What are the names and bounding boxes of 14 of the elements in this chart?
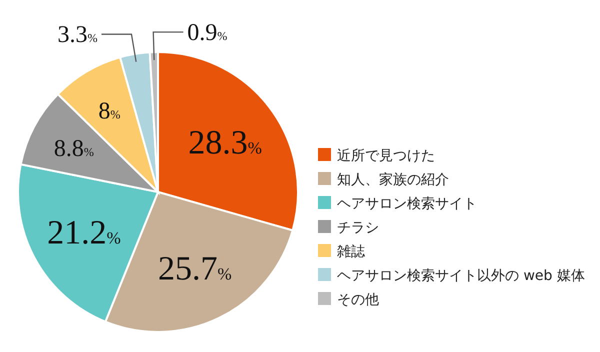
legend-label: ヘアサロン検索サイト <box>337 196 477 212</box>
legend-label: チラシ <box>337 220 379 236</box>
data-label: 3.3% <box>57 22 98 48</box>
data-label: 21.2% <box>47 214 121 252</box>
legend-label: その他 <box>337 292 379 308</box>
legend-label: 雑誌 <box>337 244 365 260</box>
data-label: 28.3% <box>188 124 262 162</box>
data-label: 25.7% <box>158 250 232 288</box>
legend-label: ヘアサロン検索サイト以外の web 媒体 <box>337 268 585 284</box>
data-label: 8% <box>98 98 120 125</box>
legend-label: 知人、家族の紹介 <box>337 172 449 188</box>
legend-label: 近所で見つけた <box>337 148 435 164</box>
data-label: 8.8% <box>54 136 94 162</box>
data-label: 0.9% <box>187 20 228 46</box>
